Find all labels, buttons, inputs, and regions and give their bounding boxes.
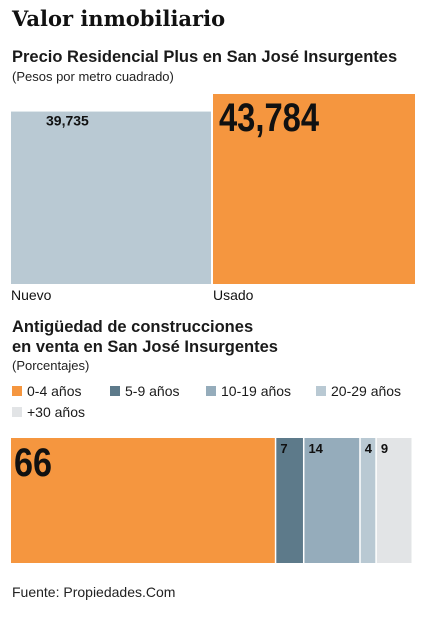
legend-swatch: [206, 386, 216, 396]
legend-item: 10-19 años: [206, 383, 291, 399]
legend-label: 5-9 años: [125, 383, 180, 399]
legend-item: 20-29 años: [316, 383, 401, 399]
segment-5: [376, 438, 412, 563]
legend-swatch: [12, 407, 22, 417]
legend-swatch: [316, 386, 326, 396]
chart1-title: Precio Residencial Plus en San José Insu…: [12, 48, 398, 66]
value-label: 4: [365, 441, 373, 456]
value-label: 7: [280, 441, 287, 456]
bar-nuevo: [11, 111, 211, 284]
legend-swatch: [12, 386, 22, 396]
segment-1: [11, 438, 275, 563]
category-label: Usado: [213, 287, 254, 303]
value-label: 14: [308, 441, 323, 456]
legend-swatch: [110, 386, 120, 396]
legend-label: 20-29 años: [331, 383, 402, 399]
chart2-title-line1: Antigüedad de construcciones: [12, 318, 254, 336]
legend-item: +30 años: [12, 404, 85, 420]
value-label: 66: [14, 441, 52, 485]
source-note: Fuente: Propiedades.Com: [12, 584, 176, 600]
legend-label: 0-4 años: [27, 383, 82, 399]
chart1-subtitle: (Pesos por metro cuadrado): [12, 69, 174, 84]
legend-label: 10-19 años: [221, 383, 292, 399]
chart2-title-line2: en venta en San José Insurgentes: [12, 338, 278, 356]
segment-4: [360, 438, 376, 563]
legend-label: +30 años: [27, 404, 85, 420]
segment-3: [304, 438, 360, 563]
category-label: Nuevo: [11, 287, 52, 303]
page-title: Valor inmobiliario: [12, 6, 226, 31]
segment-2: [276, 438, 303, 563]
value-label: 39,735: [46, 113, 89, 129]
chart2-subtitle: (Porcentajes): [12, 358, 90, 373]
bar-usado: [213, 94, 415, 284]
value-label: 43,784: [219, 96, 320, 140]
legend-item: 0-4 años: [12, 383, 81, 399]
value-label: 9: [381, 441, 388, 456]
legend-item: 5-9 años: [110, 383, 179, 399]
